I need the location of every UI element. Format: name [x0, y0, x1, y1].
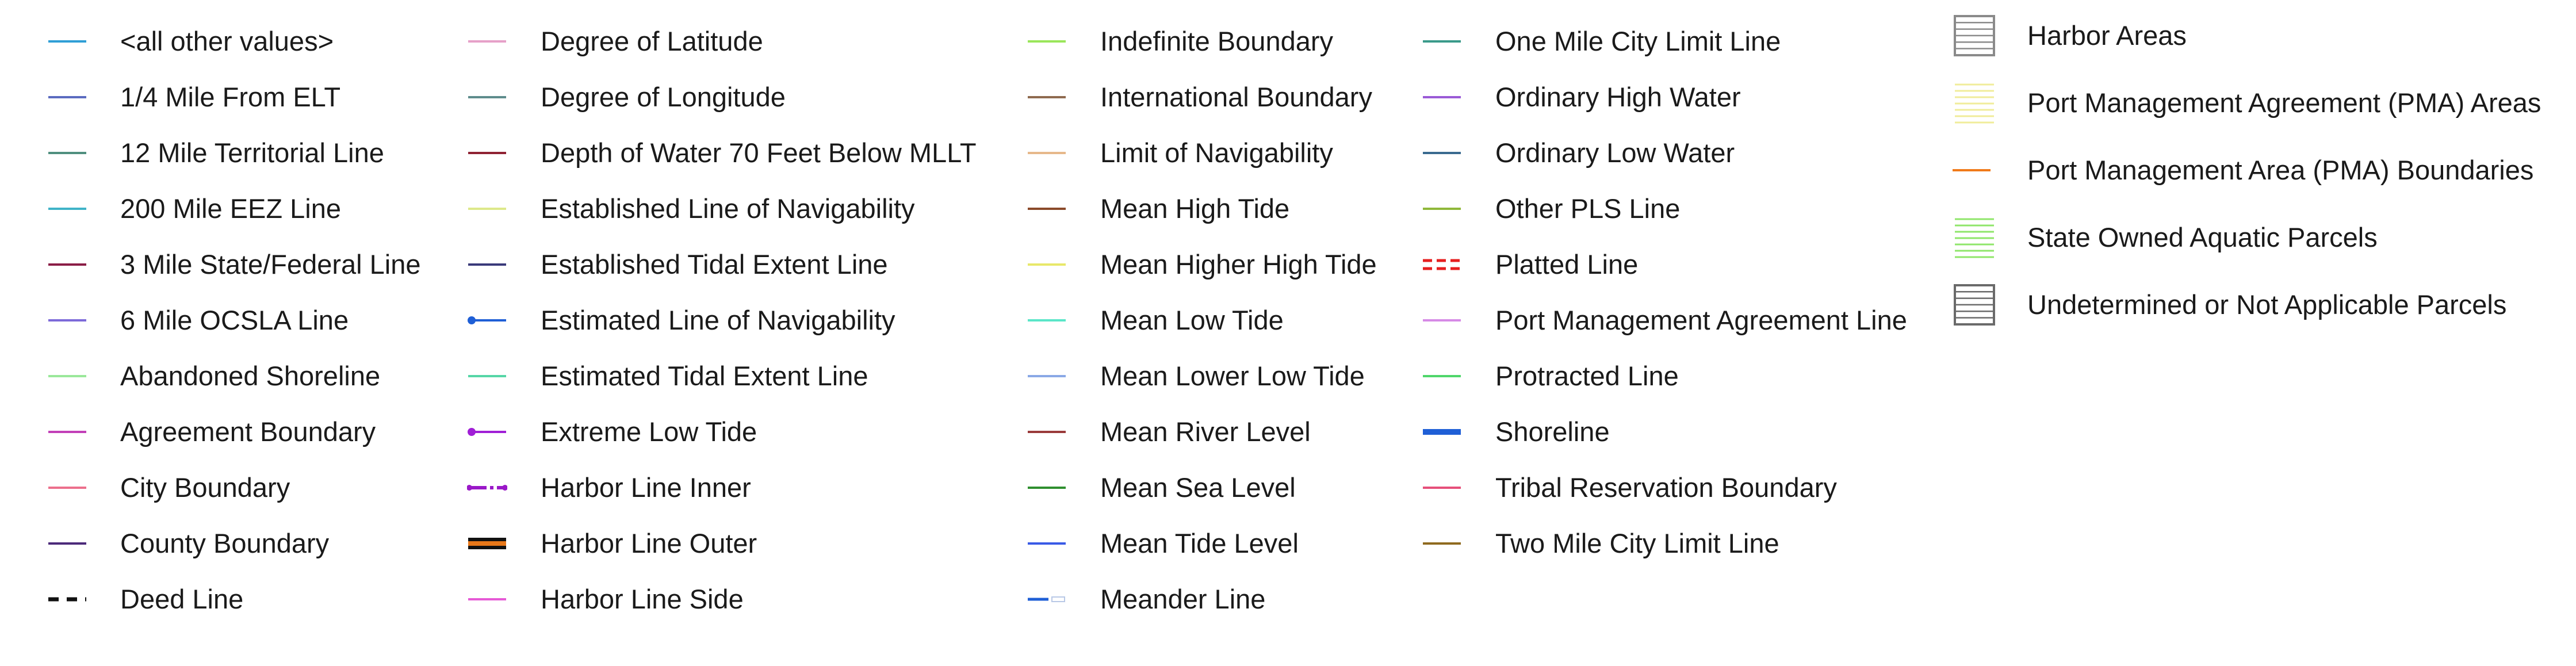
legend-item-label: Indefinite Boundary	[1100, 26, 1334, 56]
legend-item-label: Estimated Line of Navigability	[541, 305, 895, 335]
solid-line-icon	[1027, 415, 1067, 449]
legend-item-label: Other PLS Line	[1495, 193, 1681, 224]
solid-line-icon	[467, 359, 507, 393]
legend-item-label: Port Management Agreement (PMA) Areas	[2027, 87, 2541, 118]
solid-line-icon	[1422, 359, 1462, 393]
legend-item-label: Meander Line	[1100, 584, 1266, 614]
solid-line-icon	[1027, 526, 1067, 561]
thick-line-icon	[1422, 415, 1462, 449]
legend-item-label: Port Management Agreement Line	[1495, 305, 1907, 335]
legend-item-label: Mean Low Tide	[1100, 305, 1284, 335]
legend-item-label: Two Mile City Limit Line	[1495, 528, 1779, 558]
legend-item-label: Tribal Reservation Boundary	[1495, 472, 1837, 503]
solid-line-icon	[47, 247, 87, 282]
legend-item-label: Degree of Latitude	[541, 26, 763, 56]
legend-item-label: Harbor Line Inner	[541, 472, 751, 503]
solid-line-icon	[47, 136, 87, 170]
solid-line-icon	[1422, 470, 1462, 505]
triple-dash-icon	[1422, 247, 1462, 282]
solid-line-icon	[1422, 192, 1462, 226]
legend-item-label: 1/4 Mile From ELT	[120, 82, 341, 112]
solid-line-icon	[47, 80, 87, 114]
legend-item-label: Ordinary High Water	[1495, 82, 1741, 112]
solid-line-icon	[467, 24, 507, 59]
double-line-icon	[467, 526, 507, 561]
legend-item-label: Protracted Line	[1495, 361, 1679, 391]
legend-item-label: Estimated Tidal Extent Line	[541, 361, 868, 391]
legend-item-label: Shoreline	[1495, 416, 1610, 447]
meander-line-icon	[1027, 582, 1067, 617]
legend-item-label: International Boundary	[1100, 82, 1372, 112]
hatched-lines-icon	[1951, 80, 1997, 126]
legend-item-label: Depth of Water 70 Feet Below MLLT	[541, 137, 977, 168]
solid-line-icon	[1422, 136, 1462, 170]
legend-item-label: Ordinary Low Water	[1495, 137, 1735, 168]
solid-line-icon	[47, 415, 87, 449]
solid-line-icon	[1027, 470, 1067, 505]
legend-item-label: Undetermined or Not Applicable Parcels	[2027, 289, 2507, 320]
legend-item-label: Abandoned Shoreline	[120, 361, 381, 391]
solid-line-icon	[1422, 303, 1462, 338]
solid-line-icon	[467, 136, 507, 170]
solid-line-icon	[47, 359, 87, 393]
solid-line-icon	[467, 582, 507, 617]
legend-item-label: Platted Line	[1495, 249, 1639, 280]
solid-line-icon	[1951, 147, 1997, 193]
dot-line-icon	[467, 415, 507, 449]
solid-line-icon	[1027, 247, 1067, 282]
legend-item-label: Degree of Longitude	[541, 82, 786, 112]
legend-item-label: 12 Mile Territorial Line	[120, 137, 384, 168]
solid-line-icon	[1027, 359, 1067, 393]
hatched-box-icon	[1951, 13, 1997, 59]
legend-item-label: Limit of Navigability	[1100, 137, 1333, 168]
hatched-lines-icon	[1951, 215, 1997, 261]
solid-line-icon	[1027, 192, 1067, 226]
solid-line-icon	[47, 526, 87, 561]
solid-line-icon	[1422, 24, 1462, 59]
dot-line-icon	[467, 303, 507, 338]
solid-line-icon	[1027, 303, 1067, 338]
legend-item-label: 3 Mile State/Federal Line	[120, 249, 421, 280]
solid-line-icon	[467, 80, 507, 114]
legend-item-label: State Owned Aquatic Parcels	[2027, 222, 2378, 252]
solid-line-icon	[47, 192, 87, 226]
legend-item-label: City Boundary	[120, 472, 290, 503]
legend-item-label: Port Management Area (PMA) Boundaries	[2027, 155, 2534, 185]
legend-item-label: Mean Lower Low Tide	[1100, 361, 1365, 391]
legend-item-label: Harbor Line Side	[541, 584, 744, 614]
solid-line-icon	[467, 247, 507, 282]
legend-item-label: Mean High Tide	[1100, 193, 1290, 224]
legend-item-label: Established Line of Navigability	[541, 193, 915, 224]
legend-item-label: Agreement Boundary	[120, 416, 376, 447]
solid-line-icon	[1422, 80, 1462, 114]
legend-item-label: Mean Sea Level	[1100, 472, 1296, 503]
legend-item-label: <all other values>	[120, 26, 334, 56]
legend-item-label: County Boundary	[120, 528, 330, 558]
solid-line-icon	[467, 192, 507, 226]
solid-line-icon	[1027, 24, 1067, 59]
solid-line-icon	[1422, 526, 1462, 561]
solid-line-icon	[1027, 136, 1067, 170]
legend-item-label: Extreme Low Tide	[541, 416, 757, 447]
legend-item-label: Mean Higher High Tide	[1100, 249, 1377, 280]
legend-item-label: 6 Mile OCSLA Line	[120, 305, 349, 335]
solid-line-icon	[47, 303, 87, 338]
legend-item-label: Established Tidal Extent Line	[541, 249, 888, 280]
legend-item-label: One Mile City Limit Line	[1495, 26, 1781, 56]
dashed-line-icon	[47, 582, 87, 617]
solid-line-icon	[47, 470, 87, 505]
solid-line-icon	[1027, 80, 1067, 114]
legend-item-label: Deed Line	[120, 584, 244, 614]
legend-item-label: Harbor Line Outer	[541, 528, 757, 558]
legend-item-label: Mean River Level	[1100, 416, 1311, 447]
legend-item-label: 200 Mile EEZ Line	[120, 193, 342, 224]
legend-item-label: Harbor Areas	[2027, 20, 2187, 51]
dash-dot-line-icon	[467, 470, 507, 505]
hatched-box-icon	[1951, 282, 1997, 328]
legend-item-label: Mean Tide Level	[1100, 528, 1299, 558]
solid-line-icon	[47, 24, 87, 59]
